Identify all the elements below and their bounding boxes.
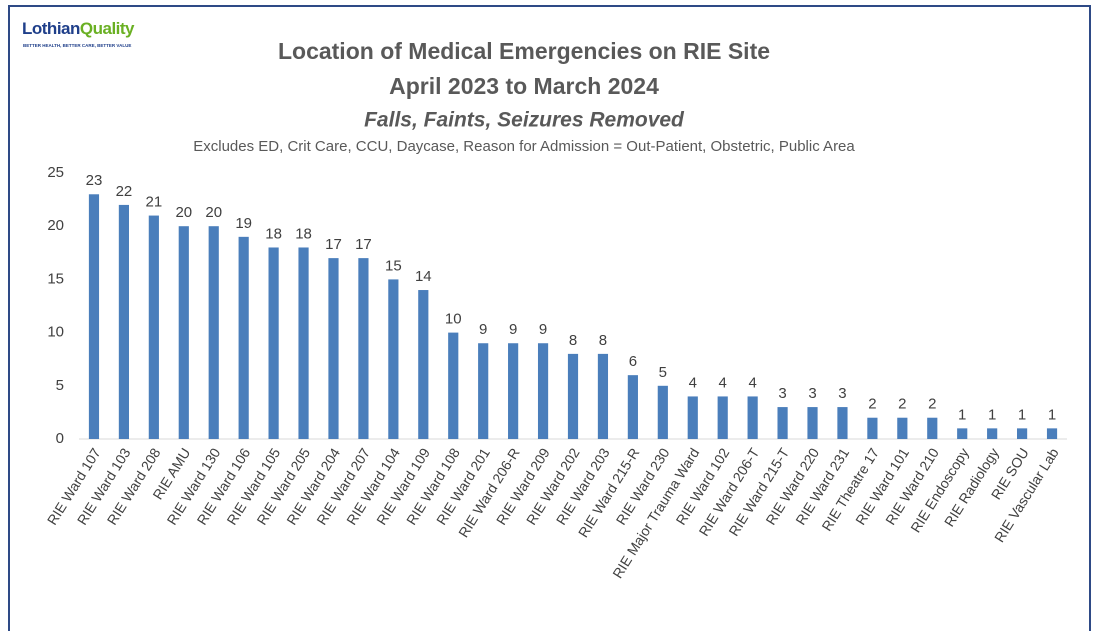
bar [777, 407, 788, 439]
chart-note: Excludes ED, Crit Care, CCU, Daycase, Re… [193, 138, 855, 155]
data-label: 3 [838, 385, 846, 402]
data-label: 4 [719, 374, 727, 391]
data-label: 2 [898, 396, 906, 413]
chart-subtitle: Falls, Faints, Seizures Removed [364, 109, 685, 132]
bar [597, 353, 609, 439]
chart-title: April 2023 to March 2024 [389, 73, 659, 99]
bar [268, 247, 279, 439]
data-label: 22 [116, 183, 133, 200]
data-label: 19 [235, 215, 252, 232]
data-label: 1 [988, 406, 996, 423]
data-label: 21 [146, 194, 163, 211]
data-label: 1 [1018, 406, 1026, 423]
y-tick-label: 25 [47, 164, 64, 181]
data-label: 2 [868, 396, 876, 413]
bar [418, 290, 429, 439]
data-label: 2 [928, 396, 936, 413]
data-label: 3 [808, 385, 816, 402]
data-label: 5 [659, 364, 667, 381]
data-label: 4 [689, 374, 697, 391]
data-label: 14 [415, 268, 432, 285]
chart-title: Location of Medical Emergencies on RIE S… [278, 38, 770, 64]
data-label: 4 [748, 374, 756, 391]
bar [208, 226, 219, 439]
y-tick-label: 0 [56, 430, 64, 447]
data-label: 3 [778, 385, 786, 402]
data-label: 20 [175, 204, 192, 221]
bar [178, 226, 189, 439]
bar [118, 204, 129, 439]
data-label: 1 [958, 406, 966, 423]
bar [717, 396, 728, 439]
y-tick-label: 15 [47, 270, 64, 287]
y-tick-label: 20 [47, 217, 64, 234]
data-label: 10 [445, 311, 462, 328]
bar [897, 417, 908, 439]
bar [448, 332, 459, 439]
bar [478, 343, 489, 439]
data-label: 8 [599, 332, 607, 349]
bar [987, 428, 998, 439]
logo-name: Quality [80, 19, 135, 38]
data-label: 9 [539, 321, 547, 338]
bar [238, 236, 249, 439]
data-label: 23 [86, 172, 103, 189]
bar [328, 258, 339, 439]
bar [807, 407, 818, 439]
bar [747, 396, 758, 439]
logo-name: Lothian [22, 19, 80, 38]
y-tick-label: 5 [56, 377, 64, 394]
data-label: 9 [509, 321, 517, 338]
data-label: 20 [205, 204, 222, 221]
data-label: 15 [385, 257, 402, 274]
logo: LothianQuality [22, 19, 135, 38]
frame [8, 5, 1091, 636]
bar [567, 353, 579, 439]
bar [1046, 428, 1058, 439]
data-label: 18 [295, 225, 312, 242]
data-label: 9 [479, 321, 487, 338]
bar [687, 396, 698, 439]
y-tick-label: 10 [47, 324, 64, 341]
bar [957, 428, 968, 439]
bar [627, 375, 638, 439]
bar [537, 343, 549, 439]
bar [657, 385, 668, 439]
data-label: 1 [1048, 406, 1056, 423]
bar [837, 407, 848, 439]
bar [1017, 428, 1028, 439]
bar [508, 343, 519, 439]
bar [867, 417, 878, 439]
data-label: 18 [265, 225, 282, 242]
bar [298, 247, 309, 439]
data-label: 17 [325, 236, 342, 253]
bar [927, 417, 938, 439]
bar [148, 215, 159, 439]
data-label: 6 [629, 353, 637, 370]
bar [388, 279, 399, 439]
bar [358, 258, 369, 439]
data-label: 8 [569, 332, 577, 349]
bar [88, 194, 100, 439]
data-label: 17 [355, 236, 372, 253]
logo-tagline: BETTER HEALTH, BETTER CARE, BETTER VALUE [23, 43, 131, 48]
